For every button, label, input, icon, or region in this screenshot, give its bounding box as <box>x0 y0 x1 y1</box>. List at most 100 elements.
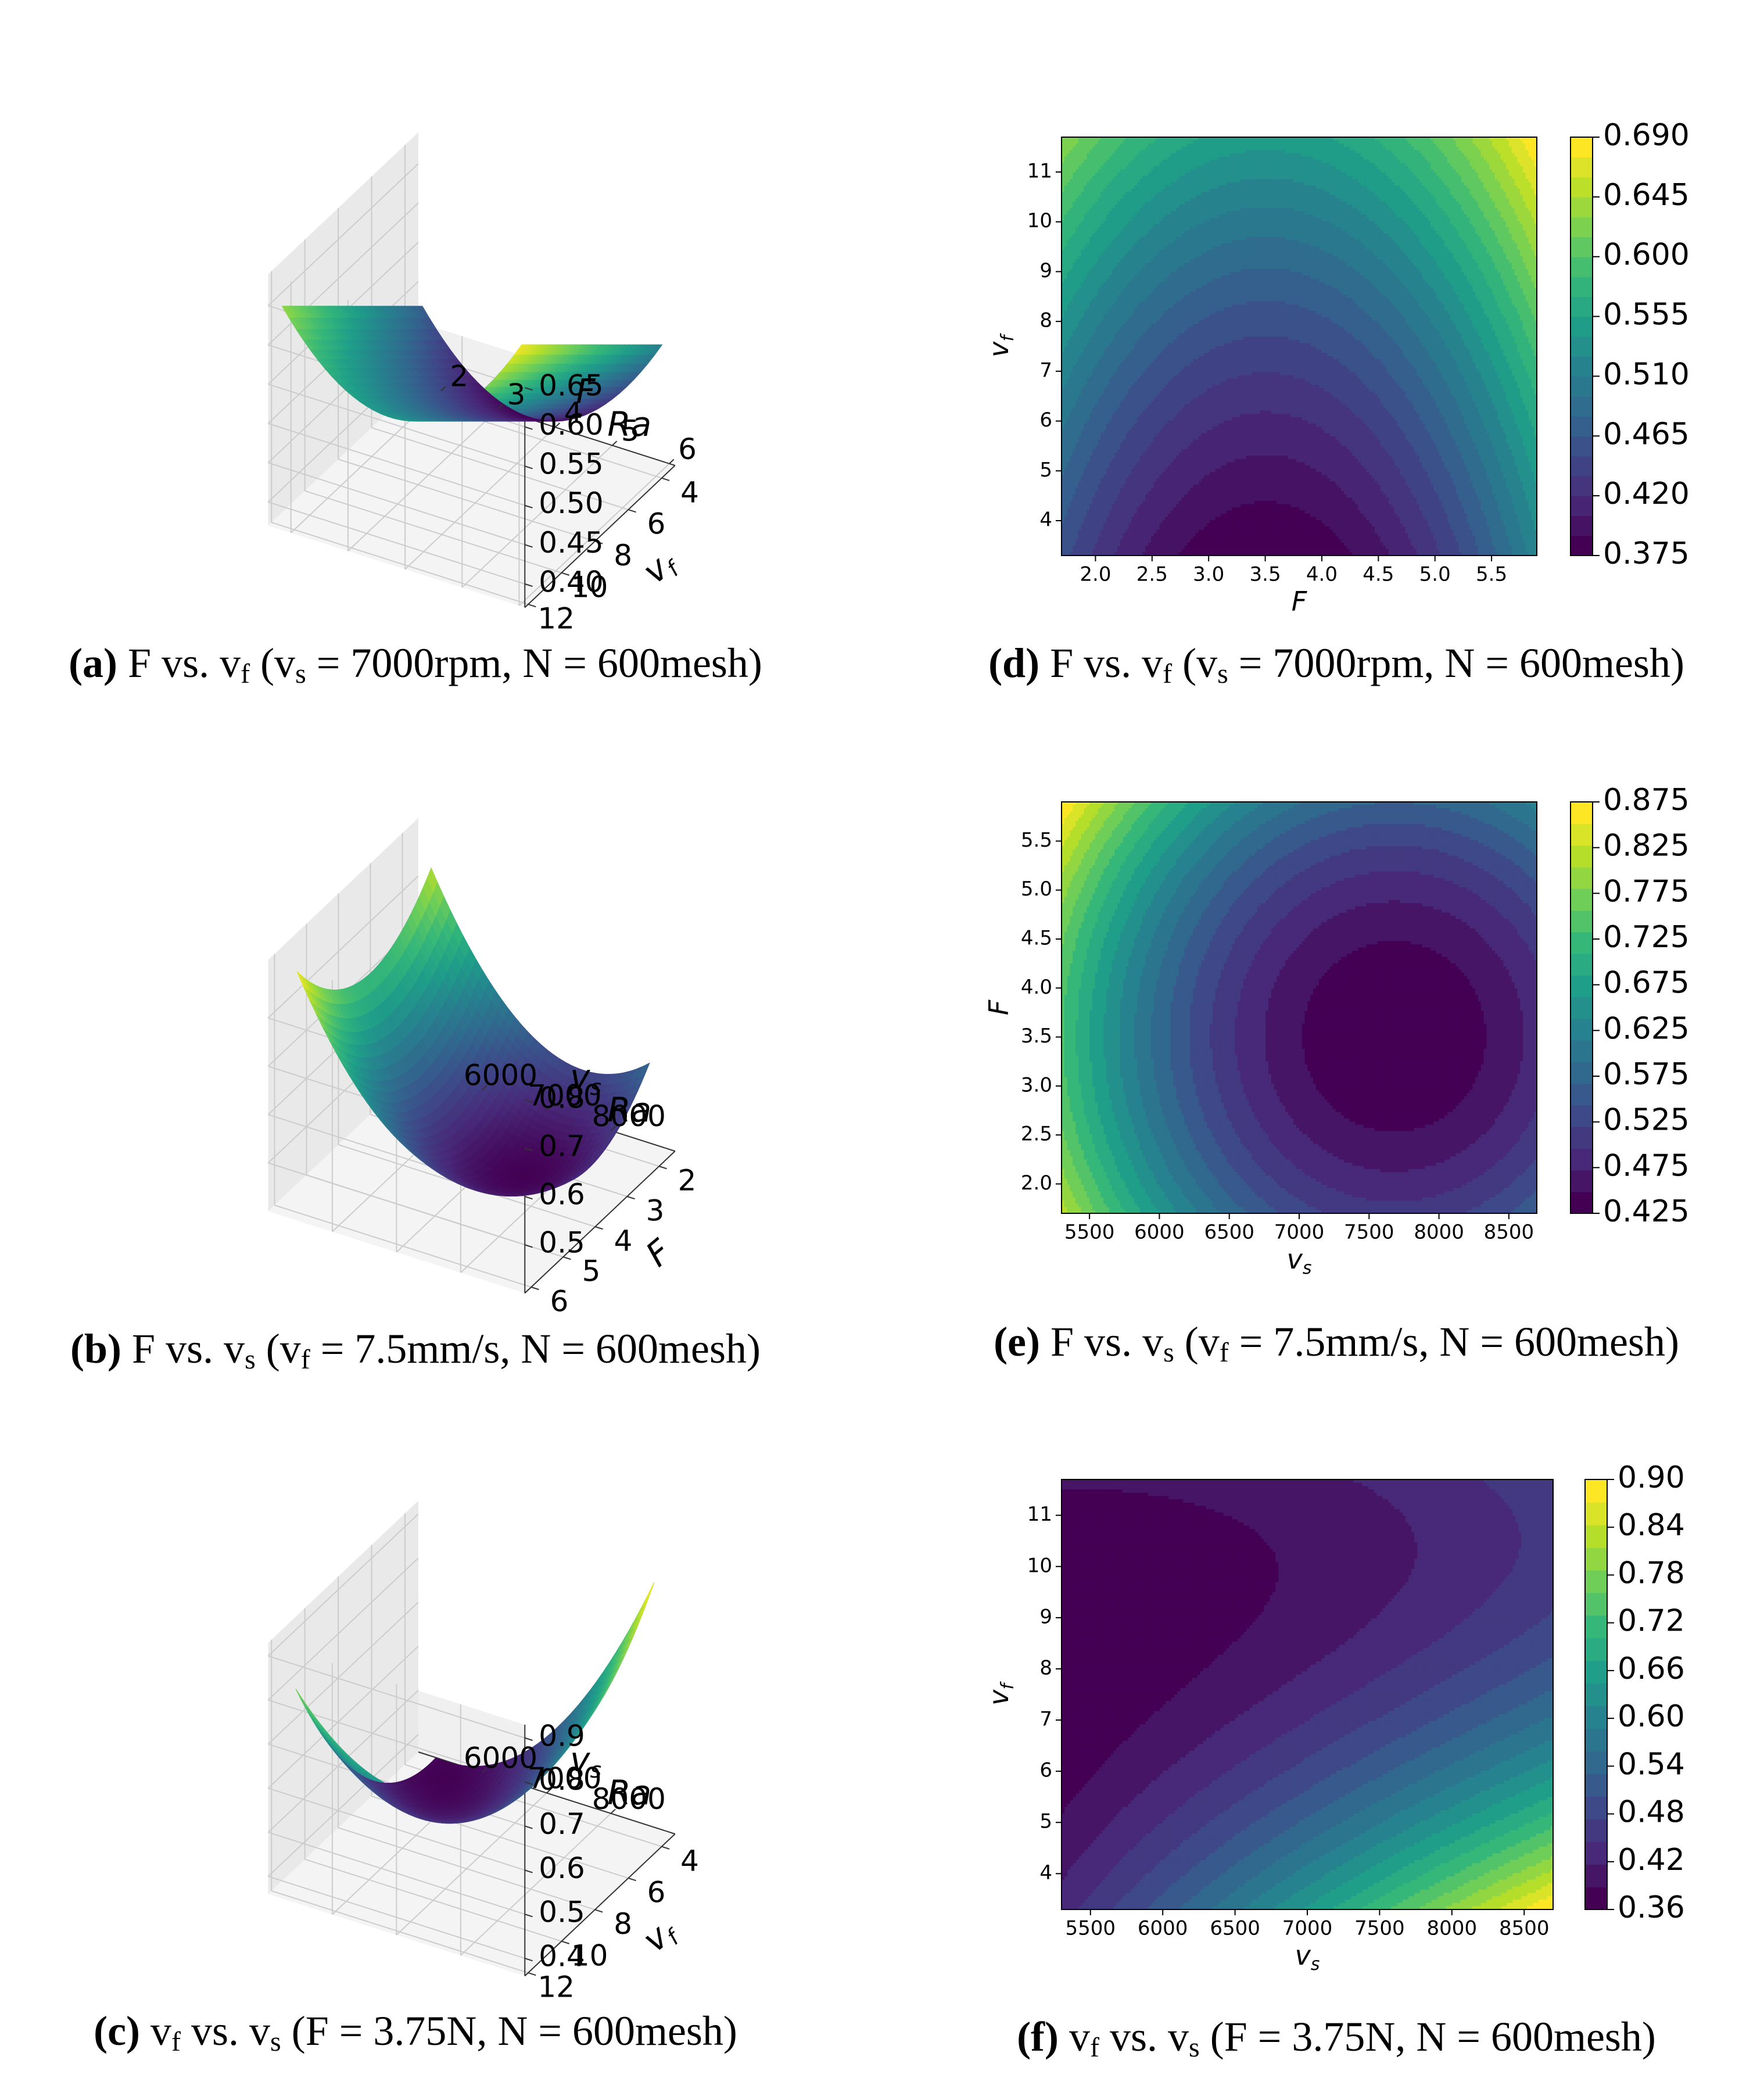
contour-cell <box>1067 440 1071 443</box>
contour-cell <box>1073 205 1076 208</box>
contour-cell <box>1087 356 1090 360</box>
contour-cell <box>1081 453 1085 456</box>
contour-cell <box>1073 388 1076 392</box>
contour-cell <box>1067 263 1071 266</box>
contour-cell <box>1087 359 1090 363</box>
contour-cell <box>1064 198 1068 202</box>
contour-cell <box>1081 465 1085 469</box>
contour-cell <box>1067 517 1071 521</box>
contour-cell <box>1067 459 1071 463</box>
contour-cell <box>1064 514 1068 517</box>
contour-cell <box>1084 304 1087 308</box>
contour-cell <box>1064 366 1068 369</box>
contour-cell <box>1070 141 1073 144</box>
contour-cell <box>1087 507 1090 511</box>
contour-cell <box>1081 237 1085 241</box>
contour-cell <box>1064 227 1068 231</box>
contour-cell <box>1073 372 1076 375</box>
contour-cell <box>1070 237 1073 241</box>
contour-cell <box>1064 497 1068 501</box>
contour-cell <box>1070 208 1073 212</box>
contour-cell <box>1067 224 1071 228</box>
y-tick-label: 8 <box>614 1907 632 1941</box>
contour-cell <box>1070 478 1073 482</box>
contour-cell <box>1087 153 1090 157</box>
contour-cell <box>1075 334 1079 337</box>
contour-cell <box>1087 491 1090 495</box>
contour-cell <box>1073 179 1076 182</box>
contour-cell <box>1067 536 1071 540</box>
contour-cell <box>1073 334 1076 337</box>
contour-cell <box>1075 156 1079 160</box>
contour-cell <box>1070 462 1073 465</box>
contour-cell <box>1073 156 1076 160</box>
contour-cell <box>1084 205 1087 208</box>
contour-cell <box>1064 459 1068 463</box>
contour-cell <box>1070 211 1073 214</box>
contour-cell <box>1064 202 1068 205</box>
contour-cell <box>1087 231 1090 234</box>
contour-cell <box>1070 520 1073 524</box>
contour-cell <box>1078 182 1082 186</box>
contour-cell <box>1084 217 1087 221</box>
contour-cell <box>1073 495 1076 498</box>
contour-cell <box>1067 411 1071 414</box>
contour-cell <box>1067 141 1071 144</box>
contour-cell <box>1084 456 1087 459</box>
contour-cell <box>1081 185 1085 189</box>
contour-cell <box>1078 250 1082 253</box>
contour-cell <box>1070 275 1073 279</box>
contour-cell <box>1070 327 1073 331</box>
contour-cell <box>1075 375 1079 379</box>
contour-cell <box>1075 462 1079 465</box>
contour-cell <box>1067 356 1071 360</box>
contour-cell <box>1087 334 1090 337</box>
contour-cell <box>1081 256 1085 260</box>
contour-cell <box>1087 443 1090 446</box>
contour-cell <box>1073 533 1076 536</box>
contour-cell <box>1075 501 1079 504</box>
contour-cell <box>1067 173 1071 176</box>
contour-cell <box>1064 224 1068 228</box>
contour-cell <box>1084 221 1087 224</box>
contour-plot-d: 2.0 2.5 3.0 3.5 4.0 4.5 5.0 5.54567891011Fvf0.3… <box>983 118 1690 617</box>
contour-cell <box>1081 266 1085 270</box>
surface-cell <box>644 1582 654 1606</box>
contour-cell <box>1081 526 1085 530</box>
contour-cell <box>1073 224 1076 228</box>
contour-cell <box>1070 443 1073 446</box>
contour-cell <box>1073 395 1076 398</box>
contour-cell <box>1084 173 1087 176</box>
contour-cell <box>1067 144 1071 147</box>
contour-cell <box>1084 430 1087 433</box>
contour-cell <box>1064 234 1068 237</box>
contour-cell <box>1070 536 1073 540</box>
contour-cell <box>1075 192 1079 195</box>
contour-cell <box>1073 336 1076 340</box>
contour-cell <box>1075 189 1079 192</box>
contour-cell <box>1087 420 1090 424</box>
contour-cell <box>1084 214 1087 218</box>
contour-cell <box>1067 250 1071 253</box>
contour-cell <box>1087 536 1090 540</box>
contour-cell <box>1078 404 1082 408</box>
contour-cell <box>1081 304 1085 308</box>
contour-cell <box>1067 404 1071 408</box>
contour-cell <box>1081 147 1085 151</box>
contour-cell <box>1075 282 1079 285</box>
contour-cell <box>1073 153 1076 157</box>
contour-cell <box>1089 147 1093 151</box>
contour-cell <box>1070 317 1073 321</box>
contour-cell <box>1078 346 1082 350</box>
contour-cell <box>1087 175 1090 179</box>
contour-cell <box>1081 369 1085 372</box>
contour-cell <box>1067 488 1071 492</box>
contour-cell <box>1087 524 1090 527</box>
contour-cell <box>1070 456 1073 459</box>
contour-cell <box>1070 231 1073 234</box>
y-tick <box>531 1287 539 1289</box>
contour-cell <box>1070 350 1073 353</box>
contour-cell <box>1078 336 1082 340</box>
contour-cell <box>1070 173 1073 176</box>
contour-cell <box>1070 340 1073 343</box>
